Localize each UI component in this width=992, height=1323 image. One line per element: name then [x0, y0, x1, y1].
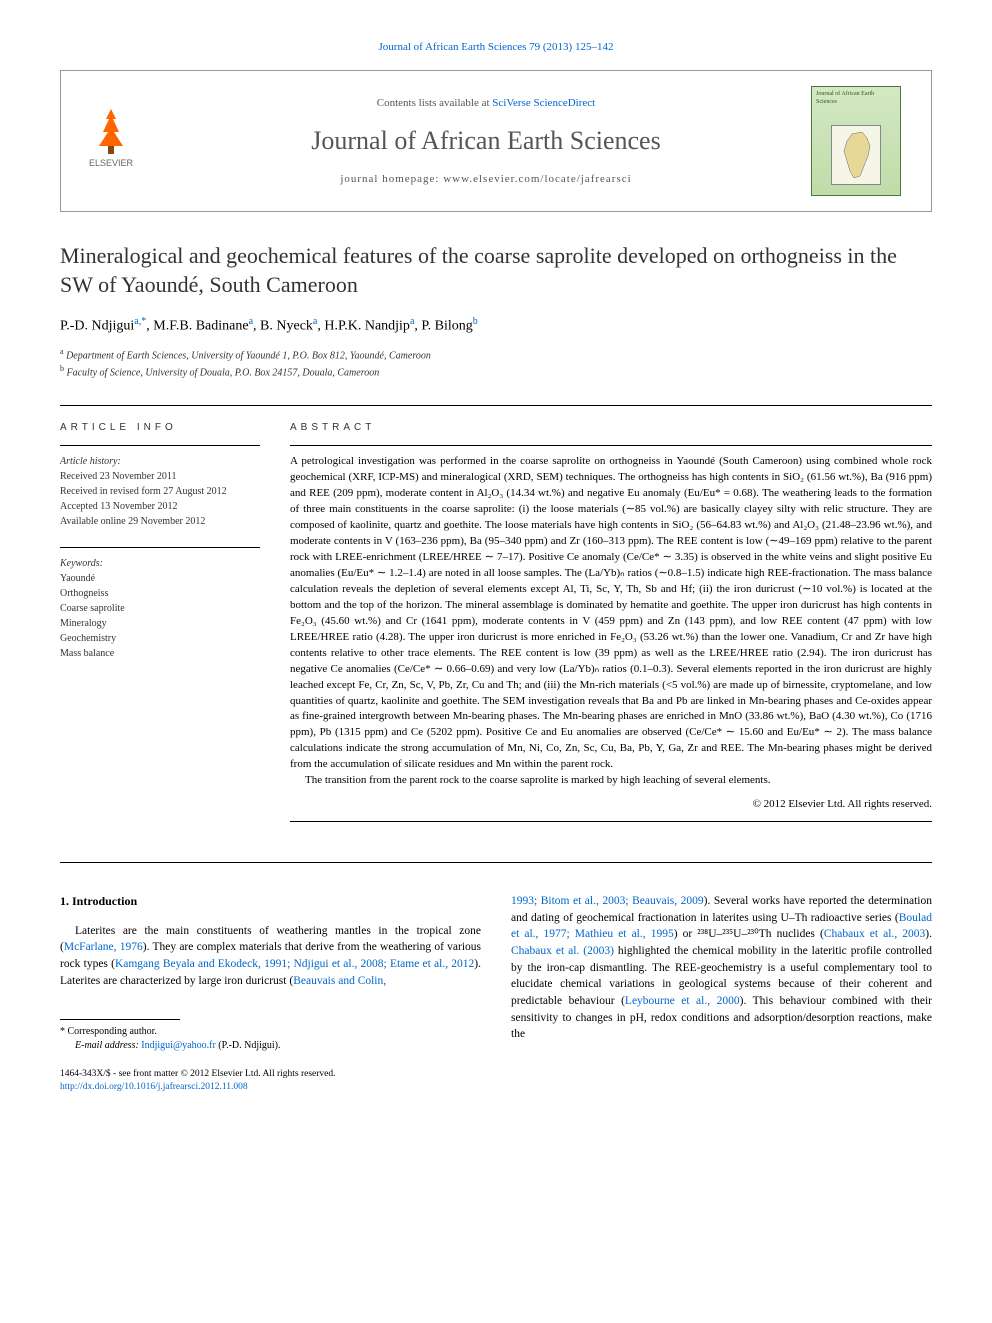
elsevier-logo-icon: ELSEVIER	[81, 104, 141, 174]
publisher-logo-area: ELSEVIER	[81, 104, 161, 179]
ref-link[interactable]: Chabaux et al. (2003)	[511, 945, 614, 957]
author-3: , B. Nyeck	[253, 318, 313, 333]
africa-map-icon	[831, 125, 881, 185]
ref-link[interactable]: Chabaux et al., 2003	[824, 928, 925, 940]
article-info-heading: ARTICLE INFO	[60, 421, 260, 435]
author-1: P.-D. Ndjigui	[60, 318, 134, 333]
intro-heading: 1. Introduction	[60, 893, 481, 910]
introduction-section: 1. Introduction Laterites are the main c…	[60, 893, 932, 1095]
journal-cover-thumbnail: Journal of African Earth Sciences	[811, 86, 901, 196]
contents-line: Contents lists available at SciVerse Sci…	[161, 96, 811, 111]
abstract-text: A petrological investigation was perform…	[290, 454, 932, 813]
issn-doi-block: 1464-343X/$ - see front matter © 2012 El…	[60, 1068, 481, 1095]
ref-link[interactable]: Kamgang Beyala and Ekodeck, 1991; Ndjigu…	[115, 958, 474, 970]
ref-link[interactable]: 1993; Bitom et al., 2003; Beauvais, 2009	[511, 895, 704, 907]
author-5: , P. Bilong	[414, 318, 472, 333]
svg-text:ELSEVIER: ELSEVIER	[89, 158, 134, 168]
affiliations: a Department of Earth Sciences, Universi…	[60, 346, 932, 381]
article-info-column: ARTICLE INFO Article history: Received 2…	[60, 421, 260, 837]
divider-line	[60, 405, 932, 406]
citation-header[interactable]: Journal of African Earth Sciences 79 (20…	[60, 40, 932, 55]
intro-right-column: 1993; Bitom et al., 2003; Beauvais, 2009…	[511, 893, 932, 1095]
keywords-block: Keywords: Yaoundé Orthogneiss Coarse sap…	[60, 556, 260, 661]
intro-left-column: 1. Introduction Laterites are the main c…	[60, 893, 481, 1095]
ref-link[interactable]: Beauvais and Colin,	[293, 975, 386, 987]
copyright-line: © 2012 Elsevier Ltd. All rights reserved…	[290, 797, 932, 813]
journal-homepage: journal homepage: www.elsevier.com/locat…	[161, 172, 811, 187]
authors-line: P.-D. Ndjiguia,*, M.F.B. Badinanea, B. N…	[60, 315, 932, 336]
email-link[interactable]: Indjigui@yahoo.fr	[141, 1040, 215, 1051]
doi-link[interactable]: http://dx.doi.org/10.1016/j.jafrearsci.2…	[60, 1082, 248, 1092]
abstract-column: ABSTRACT A petrological investigation wa…	[290, 421, 932, 837]
sciencedirect-link[interactable]: SciVerse ScienceDirect	[492, 97, 595, 109]
article-title: Mineralogical and geochemical features o…	[60, 242, 932, 299]
corresponding-author-footnote: * Corresponding author. E-mail address: …	[60, 1025, 481, 1053]
journal-header-center: Contents lists available at SciVerse Sci…	[161, 96, 811, 187]
author-2: , M.F.B. Badinane	[146, 318, 248, 333]
abstract-heading: ABSTRACT	[290, 421, 932, 435]
info-abstract-row: ARTICLE INFO Article history: Received 2…	[60, 421, 932, 837]
journal-cover-area: Journal of African Earth Sciences	[811, 86, 911, 196]
ref-link[interactable]: McFarlane, 1976	[64, 941, 143, 953]
author-4: , H.P.K. Nandjip	[317, 318, 410, 333]
article-history: Article history: Received 23 November 20…	[60, 454, 260, 529]
journal-name: Journal of African Earth Sciences	[161, 123, 811, 159]
ref-link[interactable]: Leybourne et al., 2000	[625, 995, 740, 1007]
journal-header-box: ELSEVIER Contents lists available at Sci…	[60, 70, 932, 212]
